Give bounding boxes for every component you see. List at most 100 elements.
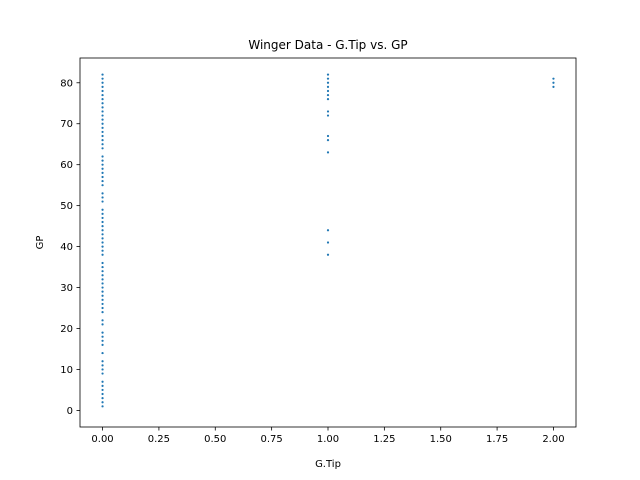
data-point — [101, 114, 104, 117]
data-point — [101, 192, 104, 195]
x-axis-ticks: 0.00 0.25 0.50 0.75 1.00 1.25 1.50 1.75 2.00 — [91, 427, 565, 445]
data-point — [101, 155, 104, 158]
data-point — [326, 229, 330, 232]
data-point — [101, 241, 104, 244]
data-point — [326, 73, 330, 76]
data-point — [101, 220, 104, 224]
x-tick-label: 0.50 — [204, 434, 226, 445]
data-point — [326, 85, 330, 88]
data-point — [101, 106, 104, 109]
x-tick-label: 0.25 — [148, 434, 170, 445]
data-point — [101, 397, 104, 400]
data-point — [101, 274, 104, 277]
data-point — [101, 73, 104, 76]
y-tick-label: 50 — [60, 201, 73, 212]
data-point — [326, 81, 330, 84]
data-point — [552, 81, 555, 84]
data-point — [101, 311, 104, 314]
data-point — [101, 339, 104, 342]
x-tick-label: 1.25 — [373, 434, 395, 445]
data-point — [101, 118, 104, 121]
data-point — [552, 77, 555, 80]
data-point — [101, 139, 104, 142]
data-point — [101, 253, 104, 256]
data-point — [101, 245, 104, 248]
data-point — [101, 184, 104, 187]
data-point — [101, 171, 104, 174]
data-point — [101, 134, 104, 138]
data-point — [101, 368, 104, 371]
data-point — [101, 270, 104, 273]
data-point — [101, 286, 104, 289]
data-point — [101, 384, 104, 387]
y-tick-label: 0 — [67, 406, 73, 417]
data-point — [101, 298, 104, 301]
y-tick-label: 30 — [60, 283, 73, 294]
data-point — [101, 331, 104, 334]
data-point — [101, 212, 104, 215]
y-tick-label: 70 — [60, 119, 73, 130]
data-point — [101, 229, 104, 232]
data-point — [101, 343, 104, 346]
data-point — [326, 77, 330, 80]
data-point — [101, 110, 104, 113]
data-point — [101, 249, 104, 252]
data-point — [326, 110, 330, 113]
data-point — [101, 163, 104, 166]
chart-title: Winger Data - G.Tip vs. GP — [248, 38, 407, 52]
y-tick-label: 60 — [60, 160, 73, 171]
data-point — [326, 134, 330, 138]
data-point — [101, 351, 104, 355]
data-point — [101, 130, 104, 134]
data-point — [101, 302, 104, 306]
data-point — [326, 93, 330, 97]
data-point — [101, 372, 104, 375]
data-point — [101, 233, 104, 236]
data-point — [101, 167, 104, 170]
data-point — [101, 360, 104, 363]
data-point — [552, 85, 555, 88]
data-point — [326, 253, 330, 256]
data-point — [326, 151, 330, 154]
data-point — [101, 306, 104, 310]
data-point — [101, 216, 104, 220]
data-point — [101, 392, 104, 396]
y-tick-label: 10 — [60, 365, 73, 376]
data-point — [101, 196, 104, 199]
y-tick-label: 80 — [60, 78, 73, 89]
data-point — [101, 282, 104, 285]
data-point — [101, 102, 104, 105]
data-point — [101, 85, 104, 88]
data-point — [326, 89, 330, 93]
data-point — [101, 126, 104, 129]
data-point — [326, 241, 330, 244]
data-point — [326, 139, 330, 142]
x-tick-label: 2.00 — [542, 434, 564, 445]
data-point — [326, 114, 330, 117]
x-tick-label: 1.50 — [430, 434, 452, 445]
data-point — [101, 401, 104, 404]
data-point — [101, 147, 104, 150]
data-point — [101, 380, 104, 383]
data-point — [101, 335, 104, 338]
data-point — [101, 388, 104, 392]
x-axis-label: G.Tip — [315, 459, 341, 470]
x-tick-label: 0.00 — [91, 434, 113, 445]
y-axis-ticks: 0 10 20 30 40 50 60 70 80 — [60, 78, 80, 417]
x-tick-label: 0.75 — [261, 434, 283, 445]
data-point — [101, 143, 104, 146]
data-point — [101, 93, 104, 97]
data-point — [101, 200, 104, 203]
y-tick-label: 40 — [60, 242, 73, 253]
data-point — [101, 208, 104, 211]
data-point — [101, 290, 104, 293]
data-point — [101, 261, 104, 265]
data-point — [101, 405, 104, 408]
x-tick-label: 1.75 — [486, 434, 508, 445]
y-tick-label: 20 — [60, 324, 73, 335]
data-point — [101, 225, 104, 228]
data-point — [101, 159, 104, 162]
data-point — [101, 323, 104, 326]
data-point — [101, 179, 104, 183]
